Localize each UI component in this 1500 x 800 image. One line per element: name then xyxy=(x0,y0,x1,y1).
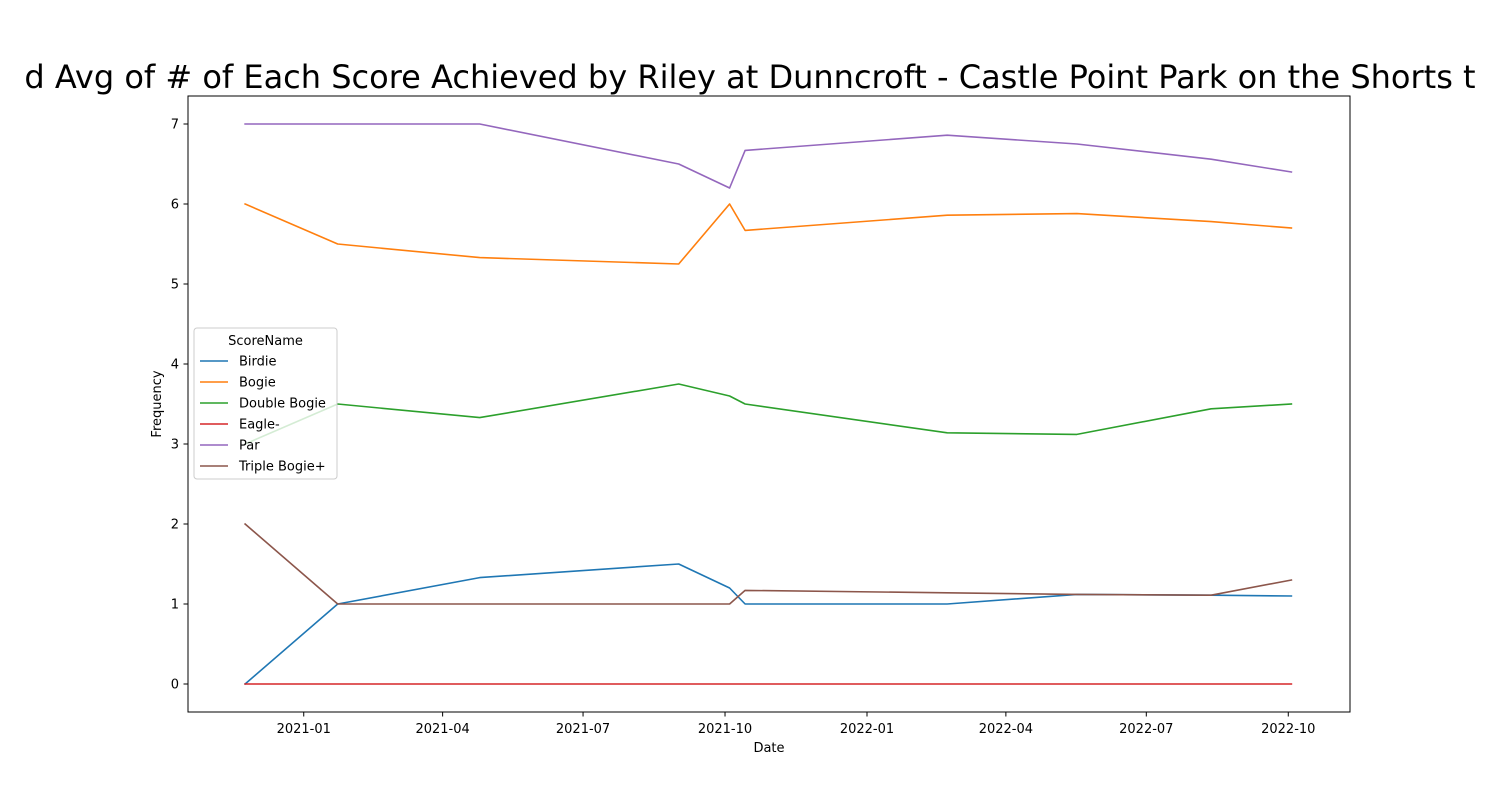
y-axis-ticks: 0 1 2 3 4 5 6 7 xyxy=(171,118,188,693)
y-tick-label: 0 xyxy=(171,678,179,693)
series-line-double-bogie xyxy=(244,383,1293,446)
series-line-par xyxy=(244,123,1293,189)
y-tick-label: 3 xyxy=(171,438,179,453)
x-tick-label: 2022-10 xyxy=(1261,722,1315,737)
series-layer xyxy=(243,123,1293,686)
x-tick-label: 2022-07 xyxy=(1119,722,1173,737)
chart-title: d Avg of # of Each Score Achieved by Ril… xyxy=(24,58,1475,96)
series-line-bogie xyxy=(244,202,1293,265)
x-axis-label: Date xyxy=(753,741,784,756)
y-tick-label: 5 xyxy=(171,278,179,293)
y-tick-label: 6 xyxy=(171,198,179,213)
legend-label: Bogie xyxy=(239,376,276,391)
series-line-triple-bogie xyxy=(243,522,1293,605)
legend-label: Par xyxy=(239,439,260,454)
plot-area-frame xyxy=(187,95,1351,713)
legend-label: Double Bogie xyxy=(239,397,326,412)
x-tick-label: 2021-04 xyxy=(415,722,469,737)
x-axis-ticks: 2021-01 2021-04 2021-07 2021-10 2022-01 2022-… xyxy=(277,712,1315,737)
y-tick-label: 1 xyxy=(171,598,179,613)
legend-entries: Birdie Bogie Double Bogie Eagle- Par Triple B… xyxy=(200,355,326,475)
legend: ScoreName Birdie Bogie Double Bogie Eagle- P… xyxy=(193,327,338,480)
y-tick-label: 7 xyxy=(171,118,179,133)
x-tick-label: 2022-04 xyxy=(979,722,1033,737)
y-axis-label: Frequency xyxy=(150,370,165,437)
x-tick-label: 2021-01 xyxy=(277,722,331,737)
legend-label: Eagle- xyxy=(239,418,280,433)
series-line-birdie xyxy=(243,563,1293,686)
y-tick-label: 2 xyxy=(171,518,179,533)
legend-title: ScoreName xyxy=(228,334,303,349)
y-tick-label: 4 xyxy=(171,358,179,373)
legend-label: Triple Bogie+ xyxy=(238,460,326,475)
x-tick-label: 2022-01 xyxy=(840,722,894,737)
legend-label: Birdie xyxy=(239,355,277,370)
x-tick-label: 2021-07 xyxy=(556,722,610,737)
x-tick-label: 2021-10 xyxy=(698,722,752,737)
legend-box xyxy=(193,327,338,480)
